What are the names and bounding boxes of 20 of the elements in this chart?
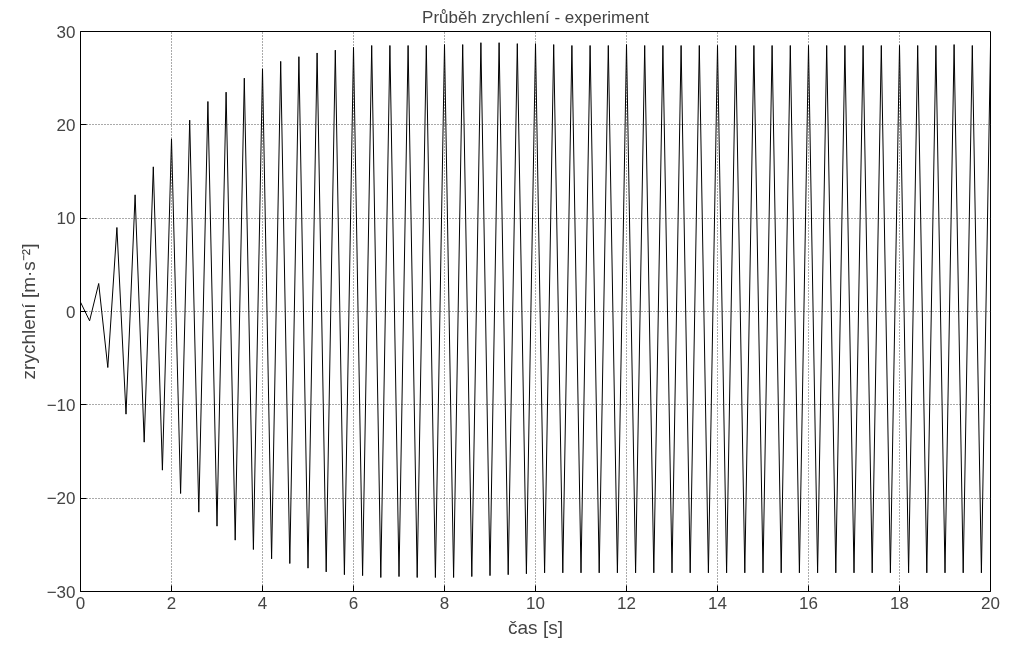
y-tick-label: −10 bbox=[46, 395, 76, 415]
y-tick-label: 20 bbox=[56, 115, 76, 135]
y-tick-label: 30 bbox=[56, 22, 76, 42]
chart-title: Průběh zrychlení - experiment bbox=[422, 7, 650, 27]
y-tick-label: −20 bbox=[46, 489, 76, 509]
x-tick-label: 14 bbox=[708, 593, 727, 613]
x-tick-label: 18 bbox=[890, 593, 909, 613]
y-tick-label: 0 bbox=[66, 302, 76, 322]
x-tick-label: 20 bbox=[981, 593, 1000, 613]
x-tick-label: 10 bbox=[526, 593, 545, 613]
y-tick-label: −30 bbox=[46, 582, 76, 602]
x-tick-label: 6 bbox=[348, 593, 359, 613]
x-tick-label: 2 bbox=[166, 593, 177, 613]
x-tick-label: 8 bbox=[439, 593, 450, 613]
x-tick-label: 4 bbox=[257, 593, 268, 613]
x-axis-title: čas [s] bbox=[508, 616, 563, 638]
y-axis-title: zrychlení [m·s⁻²] bbox=[17, 243, 39, 380]
x-tick-label: 12 bbox=[617, 593, 636, 613]
y-tick-label: 10 bbox=[56, 209, 76, 229]
x-tick-label: 16 bbox=[799, 593, 818, 613]
